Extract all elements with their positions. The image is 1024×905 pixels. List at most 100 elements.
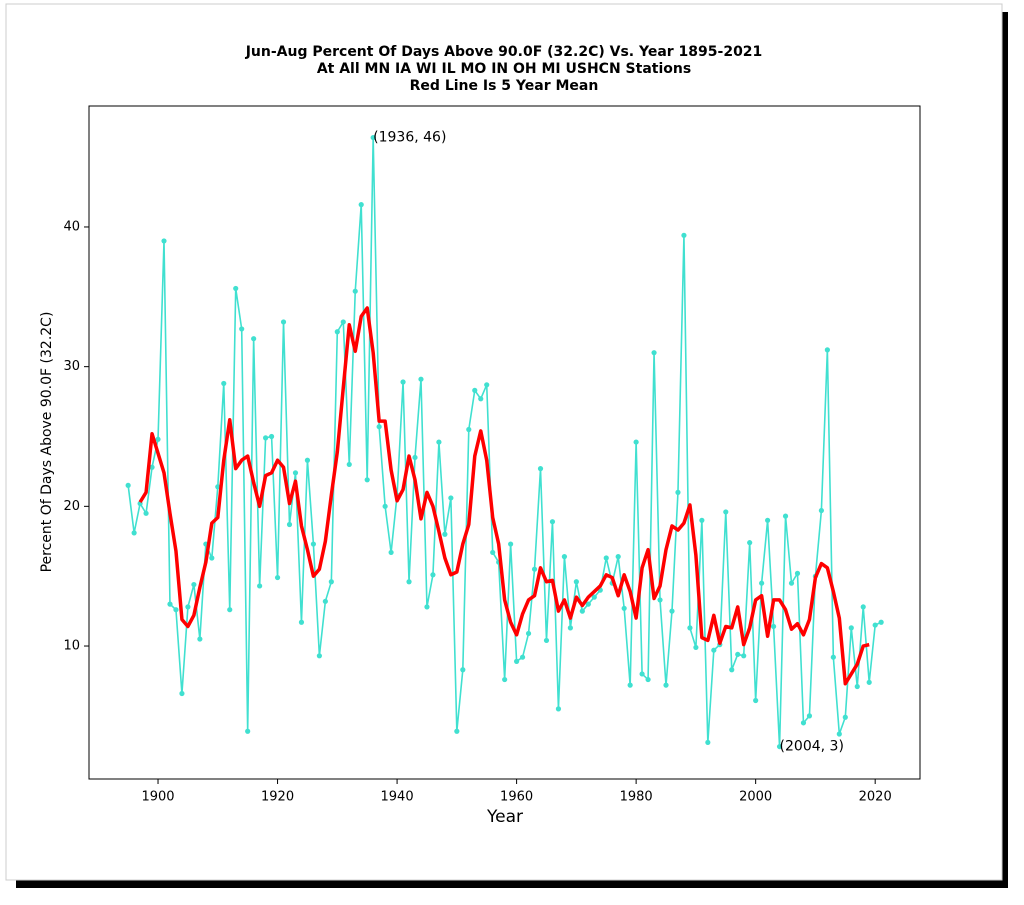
data-point	[765, 517, 771, 523]
annotation: (1936, 46)	[373, 130, 446, 146]
data-point	[262, 435, 269, 441]
data-point	[304, 457, 311, 463]
data-point	[316, 653, 322, 659]
y-tick-label: 10	[63, 639, 80, 654]
data-point	[400, 379, 406, 385]
data-point	[268, 433, 275, 440]
data-point	[322, 598, 328, 604]
data-point	[274, 574, 281, 581]
annotation: (2004, 3)	[780, 739, 844, 755]
data-point	[221, 380, 227, 387]
data-point	[585, 601, 591, 607]
data-point	[537, 466, 544, 472]
data-point	[197, 636, 203, 642]
data-point	[388, 549, 394, 556]
data-point	[149, 464, 155, 470]
data-point	[848, 625, 854, 631]
y-axis-label: Percent Of Days Above 90.0F (32.2C)	[39, 312, 55, 573]
x-tick-label: 1960	[500, 790, 533, 805]
data-point	[705, 739, 711, 746]
x-tick-label: 1900	[141, 790, 174, 805]
data-point	[741, 653, 747, 659]
data-point	[466, 426, 472, 433]
data-point	[131, 530, 137, 536]
data-point	[633, 439, 639, 445]
x-tick-label: 1940	[381, 790, 414, 805]
data-point	[866, 679, 872, 685]
data-point	[687, 625, 693, 631]
data-point	[681, 232, 687, 238]
data-point	[621, 605, 627, 611]
data-point	[842, 714, 848, 720]
data-point	[143, 510, 149, 516]
data-point	[836, 731, 842, 737]
data-point	[502, 676, 508, 683]
x-tick-label: 2000	[739, 790, 772, 805]
chart-title: Jun-Aug Percent Of Days Above 90.0F (32.…	[245, 44, 763, 60]
data-point	[472, 387, 478, 393]
data-point	[436, 439, 442, 445]
data-point	[298, 619, 305, 625]
data-point	[209, 555, 215, 561]
data-point	[573, 579, 579, 585]
data-point	[484, 382, 490, 388]
data-point	[872, 622, 878, 628]
data-point	[675, 489, 681, 495]
data-point	[645, 676, 651, 683]
series-line	[138, 306, 870, 686]
data-point	[227, 607, 233, 613]
data-point	[179, 690, 185, 697]
data-point	[514, 658, 520, 664]
data-point	[185, 604, 191, 610]
data-point	[854, 683, 860, 690]
data-point	[729, 667, 735, 673]
data-point	[723, 509, 729, 515]
data-point	[406, 579, 412, 585]
data-point	[735, 651, 741, 658]
data-point	[806, 713, 813, 719]
data-point	[454, 728, 460, 734]
data-point	[747, 540, 753, 546]
x-tick-label: 1980	[620, 790, 653, 805]
data-point	[292, 470, 299, 476]
data-point	[155, 436, 161, 442]
data-point	[125, 482, 131, 488]
data-point	[657, 597, 663, 603]
x-axis-label: Year	[486, 807, 523, 827]
data-point	[251, 336, 257, 342]
data-point	[753, 697, 759, 704]
data-point	[346, 461, 352, 468]
data-point	[418, 376, 424, 382]
data-point	[555, 706, 562, 712]
data-point	[543, 637, 550, 644]
data-point	[364, 477, 370, 483]
data-point	[460, 667, 466, 673]
data-point	[478, 396, 484, 402]
data-point	[430, 572, 436, 578]
data-point	[651, 350, 657, 356]
data-point	[776, 743, 783, 750]
data-point	[370, 134, 376, 141]
data-point	[782, 513, 789, 519]
data-point	[699, 517, 705, 523]
data-point	[830, 654, 836, 660]
data-point	[358, 202, 364, 208]
data-point	[603, 555, 609, 561]
data-point	[310, 541, 317, 547]
data-point	[280, 319, 287, 325]
data-point	[161, 238, 167, 244]
data-point	[627, 682, 633, 688]
y-tick-label: 40	[63, 219, 80, 234]
data-point	[788, 580, 795, 586]
x-tick-label: 2020	[859, 790, 892, 805]
data-point	[352, 288, 358, 294]
data-point	[340, 319, 346, 325]
y-tick-label: 20	[63, 499, 80, 514]
data-point	[669, 608, 675, 614]
data-point	[860, 604, 866, 610]
data-point	[794, 570, 801, 576]
data-point	[334, 329, 340, 335]
data-point	[663, 682, 669, 688]
data-point	[531, 566, 538, 572]
